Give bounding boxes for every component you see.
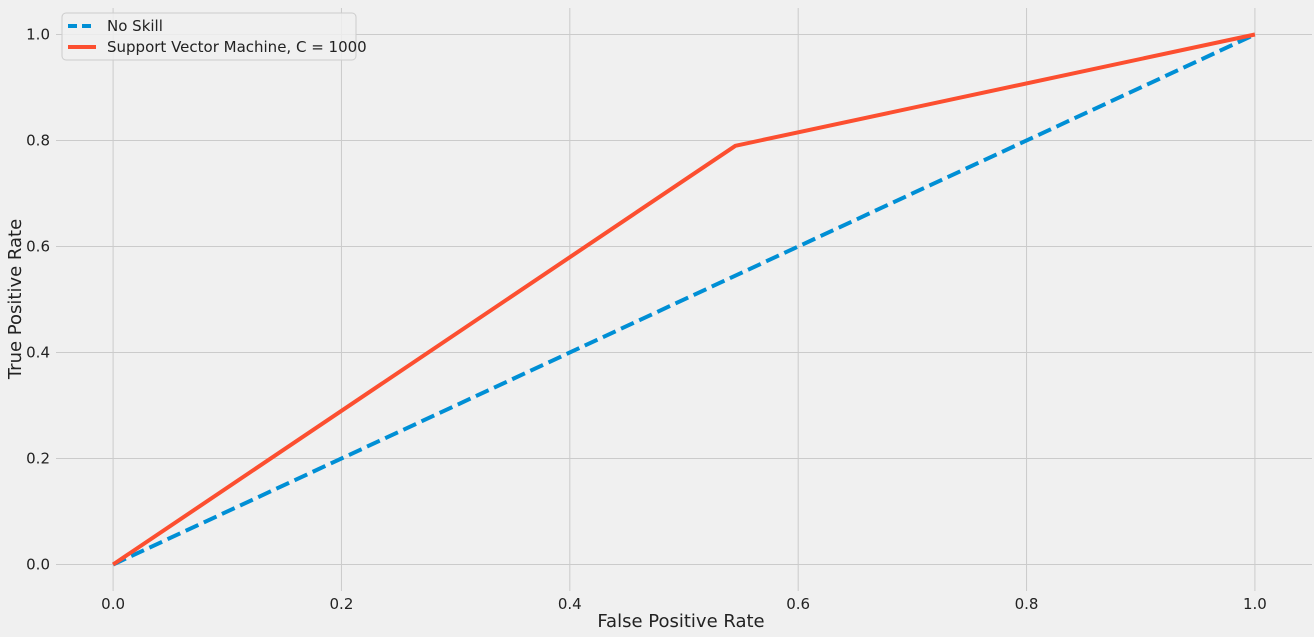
series-lines [111,32,1256,567]
series-line-no-skill [112,32,1256,567]
y-tick-label: 0.4 [26,344,50,362]
legend-label: Support Vector Machine, C = 1000 [107,38,367,56]
x-tick-label: 0.6 [786,595,810,613]
y-tick-label: 0.0 [26,556,50,574]
legend-box [61,12,357,61]
x-tick-label: 0.0 [101,595,125,613]
x-tick-label: 1.0 [1243,595,1267,613]
x-axis-label: False Positive Rate [597,611,764,632]
grid [56,8,1312,591]
y-tick-label: 0.2 [26,450,50,468]
x-tick-label: 0.2 [330,595,354,613]
x-tick-label: 0.4 [558,595,582,613]
legend: No Skill Support Vector Machine, C = 1000 [61,12,367,61]
y-tick-labels: 0.0 0.2 0.4 0.6 0.8 1.0 [26,26,50,574]
x-tick-label: 0.8 [1015,595,1039,613]
y-tick-label: 0.6 [26,238,50,256]
y-axis-label: True Positive Rate [5,219,26,380]
y-tick-label: 1.0 [26,26,50,44]
y-tick-label: 0.8 [26,132,50,150]
x-tick-labels: 0.0 0.2 0.4 0.6 0.8 1.0 [101,595,1267,613]
series-line-svm [111,32,1256,567]
legend-label: No Skill [107,17,163,35]
